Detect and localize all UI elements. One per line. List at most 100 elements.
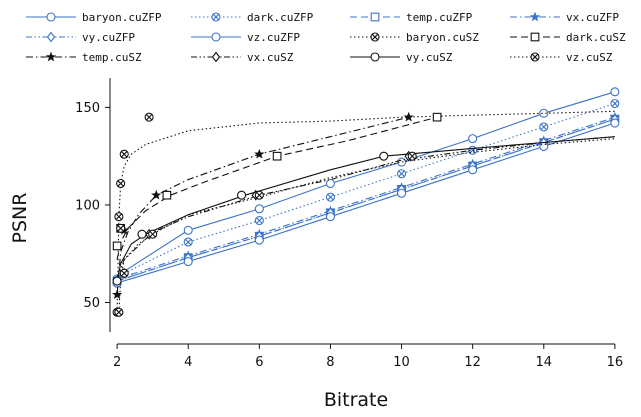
plot-area <box>112 87 620 317</box>
series-line-vx-cuzfp <box>116 116 616 280</box>
data-point <box>539 141 549 151</box>
data-point <box>151 189 162 200</box>
legend-swatch-marker <box>211 51 221 63</box>
x-tick-label: 2 <box>113 355 121 370</box>
data-point <box>610 87 620 97</box>
legend-label: vx.cuZFP <box>566 11 619 24</box>
legend-label: baryon.cuSZ <box>406 31 479 44</box>
data-point <box>539 122 549 132</box>
x-tick-label: 4 <box>184 355 192 370</box>
data-point <box>114 307 124 317</box>
x-tick-label: 14 <box>536 355 553 370</box>
legend-swatch-marker <box>211 12 221 22</box>
legend-swatch-marker <box>45 51 57 62</box>
legend-label: vz.cuSZ <box>566 51 613 64</box>
axes: 50 100 150 2 4 6 8 10 12 14 16 <box>75 78 623 370</box>
data-point <box>407 151 417 161</box>
legend: baryon.cuZFP dark.cuZFP temp.cuZFP vx.cuZFP… <box>26 11 626 64</box>
series-vy-cusz <box>112 136 615 286</box>
legend-entry-baryon-cusz: baryon.cuSZ <box>350 31 479 44</box>
x-tick-label: 16 <box>607 355 624 370</box>
legend-label: baryon.cuZFP <box>82 11 162 24</box>
x-tick-label: 8 <box>326 355 334 370</box>
data-point <box>397 169 407 179</box>
series-line-vz-cusz <box>118 138 615 313</box>
data-point <box>112 289 123 300</box>
series-line-temp-cusz <box>116 116 409 295</box>
data-point <box>254 148 265 159</box>
data-point <box>254 216 264 226</box>
legend-entry-dark-cusz: dark.cuSZ <box>510 31 626 44</box>
y-tick-label: 50 <box>83 296 100 311</box>
data-point <box>137 229 147 239</box>
legend-entry-temp-cuzfp: temp.cuZFP <box>350 11 473 24</box>
x-tick-label: 12 <box>464 355 481 370</box>
legend-swatch-marker <box>370 52 380 62</box>
data-point <box>379 151 389 161</box>
data-point <box>254 190 264 200</box>
series-line-baryon-cuzfp <box>116 91 616 280</box>
data-point <box>119 268 129 278</box>
legend-entry-vy-cusz: vy.cuSZ <box>350 51 453 64</box>
series-vz-cuzfp <box>112 118 620 288</box>
data-point <box>610 118 620 128</box>
legend-swatch-marker <box>211 32 221 42</box>
series-baryon-cuzfp <box>112 87 620 284</box>
data-point <box>237 190 247 200</box>
legend-swatch-marker <box>370 32 380 42</box>
series-line-vz-cuzfp <box>116 122 616 284</box>
data-point <box>610 98 620 109</box>
data-point <box>325 178 335 189</box>
legend-entry-baryon-cuzfp: baryon.cuZFP <box>26 11 162 24</box>
legend-entry-dark-cuzfp: dark.cuZFP <box>191 11 314 24</box>
legend-entry-vy-cuzfp: vy.cuZFP <box>26 31 135 44</box>
legend-label: dark.cuZFP <box>247 11 314 24</box>
data-point <box>397 157 407 167</box>
legend-swatch-marker <box>529 11 541 22</box>
data-point <box>403 111 414 122</box>
legend-label: vy.cuZFP <box>82 31 135 44</box>
legend-entry-vx-cuzfp: vx.cuZFP <box>510 11 619 24</box>
y-tick-label: 100 <box>75 198 100 213</box>
data-point <box>144 112 154 122</box>
data-point <box>325 192 335 202</box>
legend-label: vz.cuZFP <box>247 31 300 44</box>
series-line-dark-cusz <box>116 116 438 260</box>
x-tick-label: 10 <box>393 355 410 370</box>
legend-entry-vz-cuzfp: vz.cuZFP <box>191 31 300 44</box>
legend-label: temp.cuZFP <box>406 11 473 24</box>
data-point <box>119 149 129 159</box>
data-point <box>183 237 193 247</box>
data-point <box>539 108 549 118</box>
data-point <box>272 151 282 161</box>
data-point <box>162 190 172 200</box>
data-point <box>397 188 407 198</box>
data-point <box>148 229 158 239</box>
data-point <box>116 178 126 189</box>
legend-entry-vz-cusz: vz.cuSZ <box>510 51 613 64</box>
legend-entry-vx-cusz: vx.cuSZ <box>191 51 294 64</box>
data-point <box>432 112 442 122</box>
y-axis-title: PSNR <box>9 193 31 244</box>
data-point <box>254 235 264 245</box>
y-tick-label: 150 <box>75 101 100 116</box>
x-tick-label: 6 <box>255 355 263 370</box>
legend-swatch-marker <box>530 32 540 42</box>
data-point <box>183 256 193 267</box>
legend-label: vy.cuSZ <box>406 51 453 64</box>
legend-label: temp.cuSZ <box>82 51 142 64</box>
legend-swatch-marker <box>530 52 540 62</box>
data-point <box>183 225 193 235</box>
data-point <box>468 165 478 175</box>
legend-swatch-marker <box>46 31 56 43</box>
legend-label: dark.cuSZ <box>566 31 626 44</box>
data-point <box>112 241 122 251</box>
series-vz-cusz <box>114 138 615 317</box>
data-point <box>114 212 124 222</box>
legend-entry-temp-cusz: temp.cuSZ <box>26 51 142 64</box>
legend-swatch-marker <box>46 12 56 22</box>
data-point <box>468 134 478 144</box>
data-point <box>254 204 264 214</box>
series-line-vy-cuzfp <box>116 118 616 282</box>
